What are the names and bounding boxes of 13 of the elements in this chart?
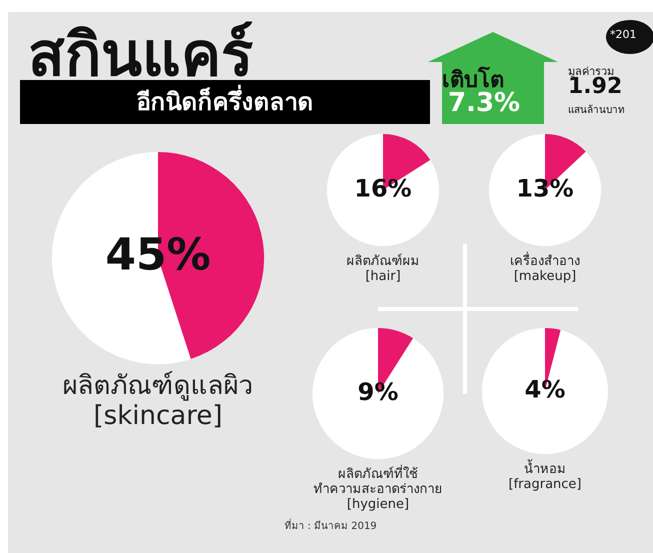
- text: ผลิตภัณฑ์ผม [hair]: [346, 252, 420, 284]
- data-label: 16%: [354, 174, 412, 202]
- text: ผลิตภัณฑ์ดูแลผิว [skincare]: [62, 370, 254, 431]
- text: *201: [610, 28, 636, 41]
- text: ที่มา : มีนาคม 2019: [283, 518, 378, 533]
- data-label: 4%: [524, 375, 566, 404]
- text: แสนล้านบาท: [568, 104, 625, 117]
- text: เครื่องสำอาง [makeup]: [510, 252, 580, 284]
- data-label: 9%: [358, 378, 398, 406]
- text: มูลค่ารวม: [568, 64, 614, 78]
- text: น้ำหอม [fragrance]: [508, 458, 582, 492]
- data-label: 13%: [516, 174, 574, 202]
- text: ผลิตภัณฑ์ที่ใช้ ทำความสะอาดร่างกาย [hygiene]: [314, 465, 442, 512]
